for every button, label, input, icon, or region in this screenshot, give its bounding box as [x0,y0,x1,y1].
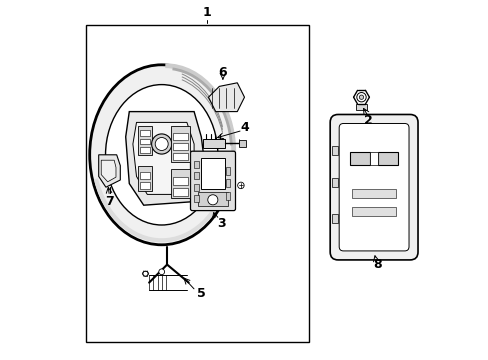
Polygon shape [377,152,397,165]
FancyBboxPatch shape [339,123,408,251]
Bar [355,104,366,110]
Polygon shape [99,155,120,187]
Bar [138,166,152,191]
Polygon shape [101,160,116,182]
Bar [352,189,395,198]
Ellipse shape [105,85,218,225]
Bar [197,192,228,206]
FancyBboxPatch shape [190,151,235,211]
Circle shape [356,93,366,102]
Text: 5: 5 [197,287,205,300]
Text: 6: 6 [218,66,227,78]
Bar [138,126,152,155]
Bar [140,147,150,153]
Circle shape [359,95,363,99]
Text: 7: 7 [105,195,114,208]
Bar [172,188,187,196]
Bar [172,133,187,140]
Bar [225,167,230,175]
Bar [194,195,199,202]
Bar [331,214,337,223]
Bar [331,178,337,187]
Bar [172,177,187,185]
Text: 8: 8 [373,258,381,271]
Circle shape [142,271,148,276]
Bar [225,179,230,187]
Text: 2: 2 [364,114,372,127]
Bar [170,126,190,162]
Bar [194,184,199,191]
Bar [352,207,395,216]
Circle shape [207,195,218,205]
Bar [172,153,187,160]
Bar [331,146,337,155]
Bar [172,143,187,150]
Polygon shape [349,152,370,165]
Bar [170,169,190,198]
Bar [203,139,224,148]
Ellipse shape [89,65,233,245]
Bar [140,172,150,179]
Bar [86,25,309,342]
Bar [140,130,150,136]
Text: 4: 4 [240,121,248,134]
Bar [225,192,230,200]
Polygon shape [133,122,194,194]
Polygon shape [125,112,204,205]
Polygon shape [370,152,377,165]
Circle shape [159,269,164,275]
Bar [194,161,199,168]
Bar [140,139,150,144]
Circle shape [155,138,168,150]
Circle shape [237,182,244,189]
Bar [201,158,224,189]
Circle shape [151,134,171,154]
Bar [194,172,199,179]
Bar [239,140,245,147]
Text: 3: 3 [216,217,225,230]
FancyBboxPatch shape [329,114,417,260]
Bar [140,182,150,189]
Polygon shape [208,83,244,112]
Text: 1: 1 [202,6,211,19]
